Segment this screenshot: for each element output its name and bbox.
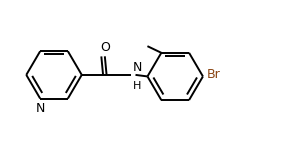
Text: O: O — [100, 41, 110, 54]
Text: N: N — [35, 102, 45, 115]
Text: H: H — [133, 81, 141, 91]
Text: N: N — [133, 61, 142, 74]
Text: Br: Br — [206, 68, 220, 81]
